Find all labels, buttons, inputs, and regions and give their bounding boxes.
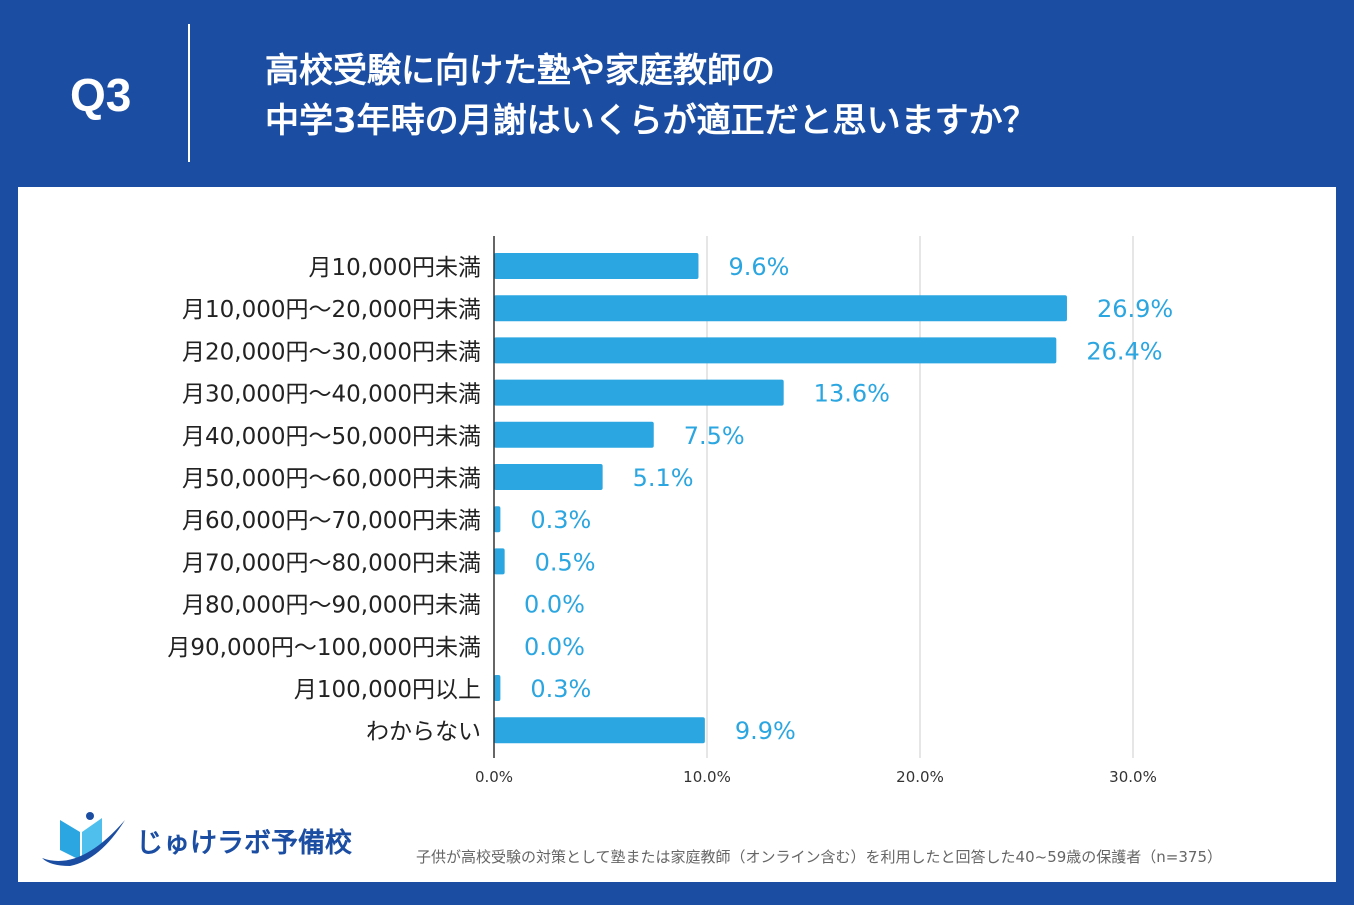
data-label: 26.4%	[1086, 337, 1162, 365]
page-title: 高校受験に向けた塾や家庭教師の 中学3年時の月謝はいくらが適正だと思いますか？	[265, 46, 1037, 146]
data-label: 7.5%	[684, 422, 745, 450]
logo-text: じゅけラボ予備校	[136, 827, 352, 859]
title-line-2: 中学3年時の月謝はいくらが適正だと思いますか？	[265, 101, 1037, 141]
bar	[494, 464, 603, 490]
bar	[494, 337, 1057, 364]
bar	[494, 295, 1067, 322]
category-label: 月70,000円～80,000円未満	[182, 550, 481, 576]
data-label: 13.6%	[814, 380, 890, 408]
category-label: 月100,000円以上	[294, 677, 481, 703]
logo: じゅけラボ予備校	[40, 810, 352, 870]
bar	[494, 548, 505, 575]
category-label: 月40,000円～50,000円未満	[182, 424, 481, 450]
question-number: Q3	[70, 69, 132, 121]
category-label: 月10,000円～20,000円未満	[182, 297, 481, 323]
category-label: 月50,000円～60,000円未満	[182, 466, 481, 492]
bar	[494, 379, 784, 406]
bar	[494, 421, 654, 448]
data-label: 0.5%	[535, 548, 596, 576]
data-label: 9.9%	[735, 717, 796, 745]
data-label: 5.1%	[633, 464, 694, 492]
category-label: 月80,000円～90,000円未満	[182, 593, 481, 619]
bar	[494, 717, 705, 744]
category-label: 月60,000円～70,000円未満	[182, 508, 481, 534]
category-label: 月20,000円～30,000円未満	[182, 339, 481, 365]
x-tick-label: 0.0%	[475, 768, 513, 786]
divider	[188, 24, 190, 162]
data-label: 0.3%	[530, 675, 591, 703]
category-label: わからない	[366, 719, 481, 745]
x-tick-label: 20.0%	[896, 768, 944, 786]
bar	[494, 506, 501, 533]
category-label: 月90,000円～100,000円未満	[167, 635, 481, 661]
data-label: 9.6%	[728, 253, 789, 281]
sample-note: 子供が高校受験の対策として塾または家庭教師（オンライン含む）を利用したと回答した…	[416, 848, 1223, 866]
bar	[494, 253, 699, 279]
category-label: 月30,000円～40,000円未満	[182, 382, 481, 408]
data-label: 0.3%	[530, 506, 591, 534]
book-logo-icon	[42, 812, 125, 866]
data-label: 26.9%	[1097, 295, 1173, 323]
data-label: 0.0%	[524, 633, 585, 661]
title-line-1: 高校受験に向けた塾や家庭教師の	[265, 51, 775, 91]
data-label: 0.0%	[524, 591, 585, 619]
x-tick-label: 30.0%	[1109, 768, 1157, 786]
x-tick-label: 10.0%	[683, 768, 731, 786]
bar	[494, 675, 501, 701]
category-label: 月10,000円未満	[309, 255, 481, 281]
